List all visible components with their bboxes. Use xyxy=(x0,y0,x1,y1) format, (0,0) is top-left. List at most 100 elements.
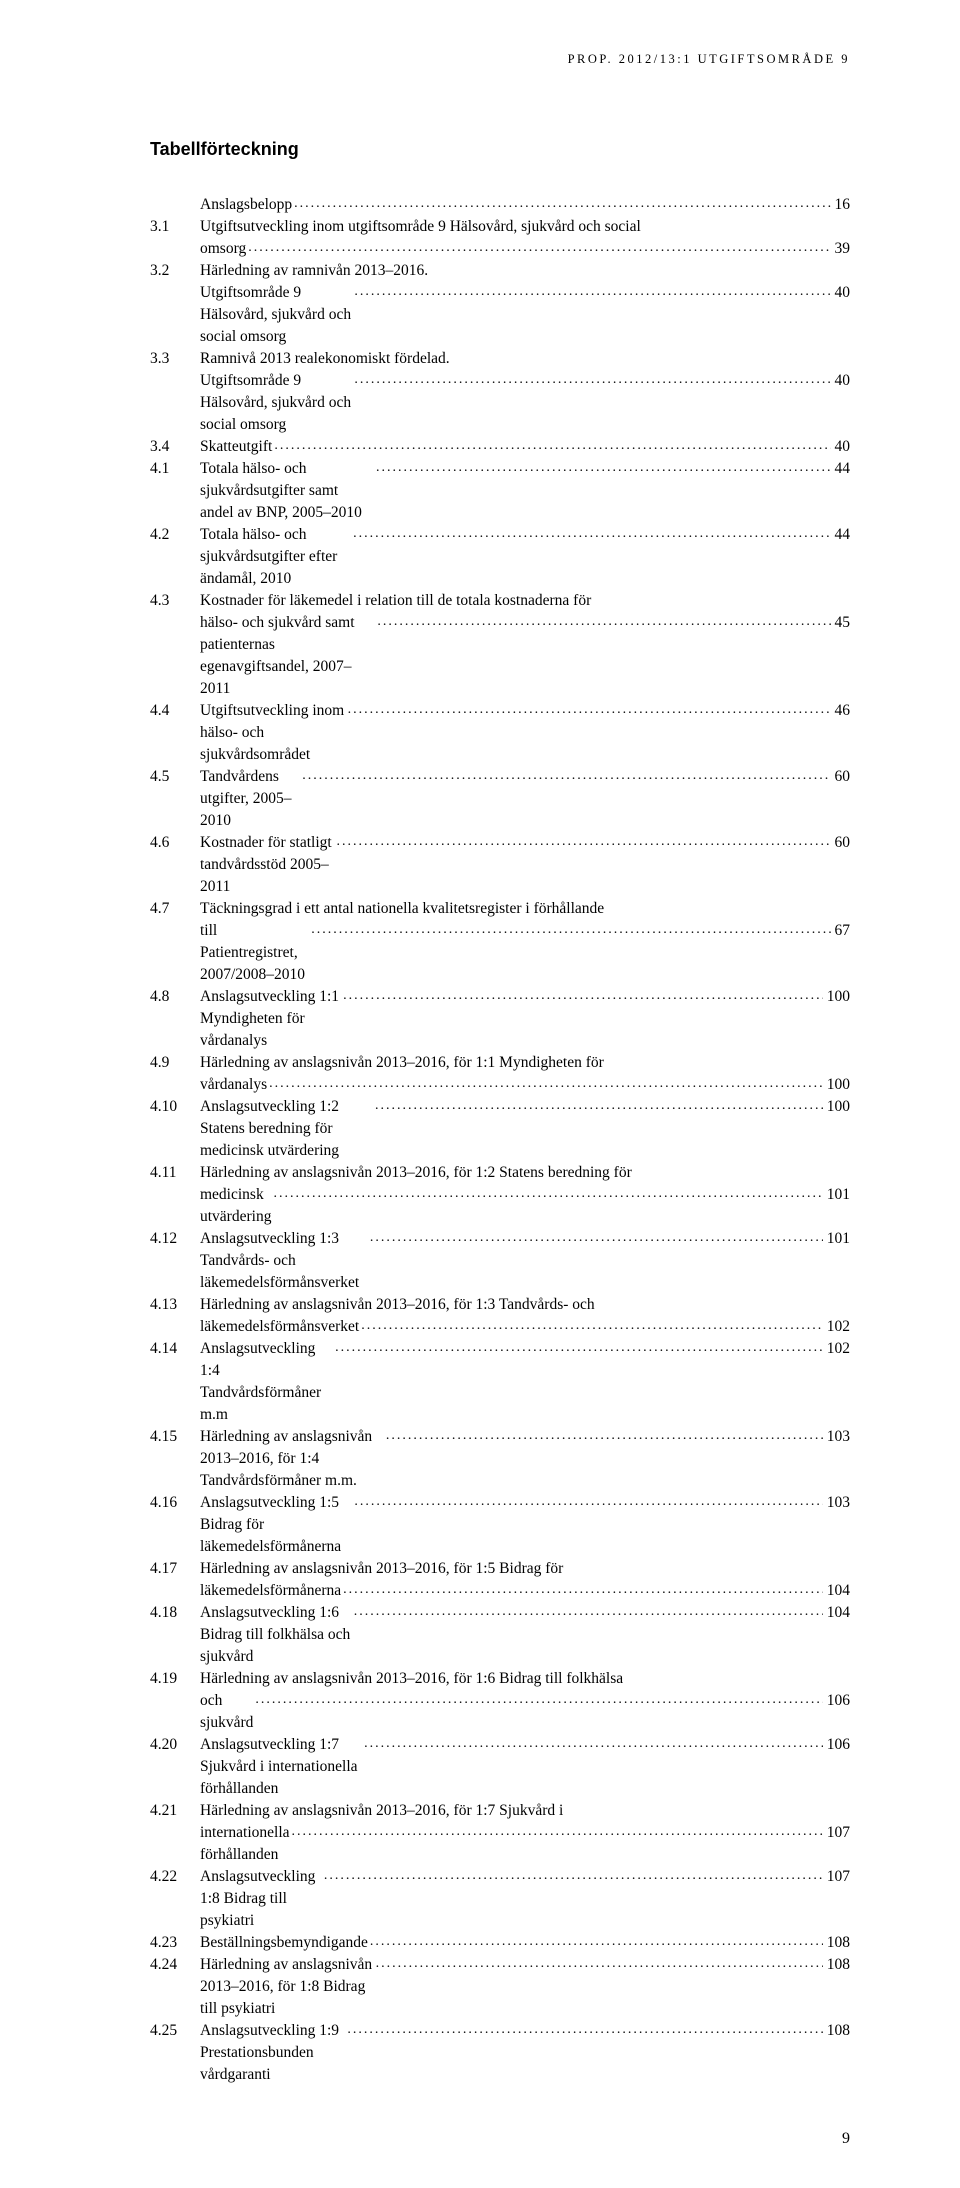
running-header: PROP. 2012/13:1 UTGIFTSOMRÅDE 9 xyxy=(150,52,850,67)
toc-entry-number: 4.7 xyxy=(150,898,198,920)
toc-entry: 4.7Täckningsgrad i ett antal nationella … xyxy=(150,898,850,920)
toc-entry-text: Anslagsutveckling 1:1 Myndigheten för vå… xyxy=(200,986,341,1052)
toc-entry-number: 4.16 xyxy=(150,1492,198,1514)
toc-entry-text: och sjukvård xyxy=(200,1690,253,1734)
toc-leader xyxy=(373,1096,823,1116)
toc-entry: 4.17Härledning av anslagsnivån 2013–2016… xyxy=(150,1558,850,1580)
toc-entry: 4.4Utgiftsutveckling inom hälso- och sju… xyxy=(150,700,850,766)
toc-entry-text: Totala hälso- och sjukvårdsutgifter efte… xyxy=(200,524,351,590)
toc-leader xyxy=(335,832,831,852)
toc-entry-page: 103 xyxy=(823,1426,850,1448)
toc-entry-number: 4.23 xyxy=(150,1932,198,1954)
toc-leader xyxy=(292,194,830,214)
toc-entry-page: 60 xyxy=(831,832,851,854)
toc-entry-text: Tandvårdens utgifter, 2005–2010 xyxy=(200,766,300,832)
toc-entry: 3.4Skatteutgift40 xyxy=(150,436,850,458)
toc-entry: 4.18Anslagsutveckling 1:6 Bidrag till fo… xyxy=(150,1602,850,1668)
toc-entry: 4.10Anslagsutveckling 1:2 Statens beredn… xyxy=(150,1096,850,1162)
toc-entry-number: 4.12 xyxy=(150,1228,198,1250)
toc-entry-number: 4.25 xyxy=(150,2020,198,2042)
toc-leader xyxy=(253,1690,822,1710)
toc-entry-number: 4.10 xyxy=(150,1096,198,1118)
toc-entry: 4.9Härledning av anslagsnivån 2013–2016,… xyxy=(150,1052,850,1074)
toc-entry-text: läkemedelsförmånsverket xyxy=(200,1316,359,1338)
toc-entry-text: Härledning av ramnivån 2013–2016. xyxy=(200,260,428,282)
toc-entry-text: Utgiftsområde 9 Hälsovård, sjukvård och … xyxy=(200,282,352,348)
toc-leader xyxy=(352,1492,822,1512)
toc-leader xyxy=(362,1734,823,1754)
toc-entry-page: 40 xyxy=(831,370,851,392)
toc-entry-page: 106 xyxy=(823,1734,850,1756)
toc-entry-number: 4.15 xyxy=(150,1426,198,1448)
table-of-contents: Anslagsbelopp163.1Utgiftsutveckling inom… xyxy=(150,194,850,2086)
toc-entry: Utgiftsområde 9 Hälsovård, sjukvård och … xyxy=(150,282,850,348)
toc-entry-page: 100 xyxy=(823,1074,850,1096)
toc-entry: 4.23Beställningsbemyndigande 108 xyxy=(150,1932,850,1954)
toc-entry-text: Anslagsutveckling 1:8 Bidrag till psykia… xyxy=(200,1866,322,1932)
toc-entry: hälso- och sjukvård samt patienternas eg… xyxy=(150,612,850,700)
toc-leader xyxy=(341,1580,823,1600)
toc-entry: Utgiftsområde 9 Hälsovård, sjukvård och … xyxy=(150,370,850,436)
toc-entry: 4.22Anslagsutveckling 1:8 Bidrag till ps… xyxy=(150,1866,850,1932)
toc-entry-number: 4.4 xyxy=(150,700,198,722)
toc-entry-text: Beställningsbemyndigande xyxy=(200,1932,368,1954)
toc-entry: 4.11Härledning av anslagsnivån 2013–2016… xyxy=(150,1162,850,1184)
toc-entry-text: Anslagsutveckling 1:7 Sjukvård i interna… xyxy=(200,1734,362,1800)
toc-entry-text: Skatteutgift xyxy=(200,436,272,458)
toc-leader xyxy=(346,700,831,720)
toc-leader xyxy=(290,1822,823,1842)
toc-entry-text: Härledning av anslagsnivån 2013–2016, fö… xyxy=(200,1426,384,1492)
toc-entry-text: Anslagsutveckling 1:9 Prestationsbunden … xyxy=(200,2020,345,2086)
toc-leader xyxy=(309,920,830,940)
toc-entry-number: 4.17 xyxy=(150,1558,198,1580)
toc-entry-text: Härledning av anslagsnivån 2013–2016, fö… xyxy=(200,1294,595,1316)
toc-entry: läkemedelsförmånerna104 xyxy=(150,1580,850,1602)
toc-entry-text: Utgiftsområde 9 Hälsovård, sjukvård och … xyxy=(200,370,352,436)
toc-entry-page: 67 xyxy=(831,920,851,942)
toc-entry: 3.3Ramnivå 2013 realekonomiskt fördelad. xyxy=(150,348,850,370)
toc-entry: 4.15Härledning av anslagsnivån 2013–2016… xyxy=(150,1426,850,1492)
toc-entry-page: 108 xyxy=(823,1932,850,1954)
toc-entry: 4.12Anslagsutveckling 1:3 Tandvårds- och… xyxy=(150,1228,850,1294)
toc-entry: 4.25Anslagsutveckling 1:9 Prestationsbun… xyxy=(150,2020,850,2086)
toc-entry: 4.21Härledning av anslagsnivån 2013–2016… xyxy=(150,1800,850,1822)
toc-entry-text: Härledning av anslagsnivån 2013–2016, fö… xyxy=(200,1558,563,1580)
toc-entry-text: Utgiftsutveckling inom hälso- och sjukvå… xyxy=(200,700,346,766)
toc-title: Tabellförteckning xyxy=(150,139,850,160)
toc-entry-text: Härledning av anslagsnivån 2013–2016, fö… xyxy=(200,1162,632,1184)
toc-entry-text: Anslagsutveckling 1:4 Tandvårdsförmåner … xyxy=(200,1338,333,1426)
page-number: 9 xyxy=(150,2130,850,2148)
toc-entry-page: 102 xyxy=(823,1316,850,1338)
toc-entry-text: Anslagsutveckling 1:5 Bidrag för läkemed… xyxy=(200,1492,352,1558)
toc-entry-page: 44 xyxy=(831,524,851,546)
toc-entry-text: Anslagsbelopp xyxy=(200,194,292,216)
toc-entry: 4.13Härledning av anslagsnivån 2013–2016… xyxy=(150,1294,850,1316)
toc-entry-text: Utgiftsutveckling inom utgiftsområde 9 H… xyxy=(200,216,641,238)
toc-entry-text: Totala hälso- och sjukvårdsutgifter samt… xyxy=(200,458,374,524)
toc-entry: medicinsk utvärdering101 xyxy=(150,1184,850,1228)
toc-entry-page: 107 xyxy=(823,1866,850,1888)
toc-entry-text: till Patientregistret, 2007/2008–2010 xyxy=(200,920,309,986)
toc-entry-page: 46 xyxy=(831,700,851,722)
toc-entry-text: Härledning av anslagsnivån 2013–2016, fö… xyxy=(200,1668,623,1690)
toc-entry: 4.2Totala hälso- och sjukvårdsutgifter e… xyxy=(150,524,850,590)
toc-entry-number: 3.3 xyxy=(150,348,198,370)
toc-entry-page: 104 xyxy=(823,1580,850,1602)
toc-leader xyxy=(351,524,830,544)
toc-entry-text: internationella förhållanden xyxy=(200,1822,290,1866)
toc-entry-text: Täckningsgrad i ett antal nationella kva… xyxy=(200,898,604,920)
toc-entry-number: 4.1 xyxy=(150,458,198,480)
toc-entry: 4.1Totala hälso- och sjukvårdsutgifter s… xyxy=(150,458,850,524)
toc-leader xyxy=(368,1228,823,1248)
toc-leader xyxy=(374,458,831,478)
toc-entry-page: 101 xyxy=(823,1184,850,1206)
toc-entry: omsorg39 xyxy=(150,238,850,260)
toc-leader xyxy=(345,2020,822,2040)
toc-entry-text: hälso- och sjukvård samt patienternas eg… xyxy=(200,612,375,700)
toc-entry-number: 4.5 xyxy=(150,766,198,788)
toc-entry-number: 3.1 xyxy=(150,216,198,238)
toc-entry: 4.16Anslagsutveckling 1:5 Bidrag för läk… xyxy=(150,1492,850,1558)
toc-leader xyxy=(359,1316,823,1336)
toc-entry-text: omsorg xyxy=(200,238,246,260)
toc-entry: 4.5Tandvårdens utgifter, 2005–201060 xyxy=(150,766,850,832)
